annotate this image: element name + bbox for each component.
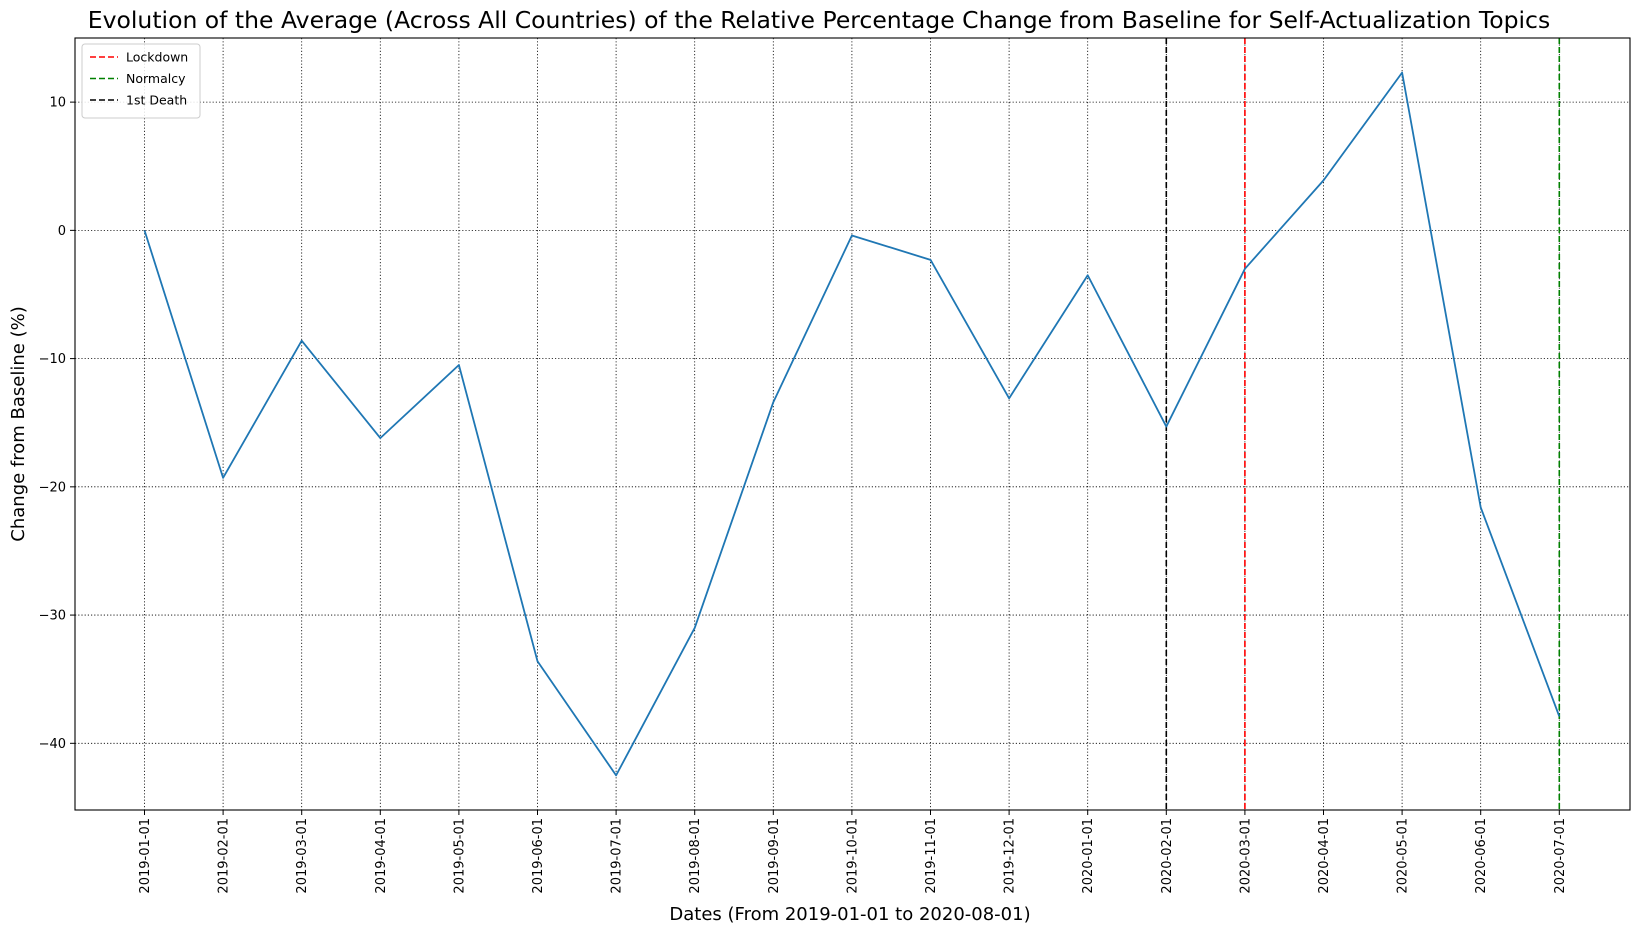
x-tick-label: 2019-10-01 (845, 818, 860, 894)
y-tick-label: −40 (39, 737, 66, 752)
x-tick-label: 2019-09-01 (767, 818, 782, 894)
x-tick-label: 2019-02-01 (217, 818, 232, 894)
x-tick-label: 2019-01-01 (138, 818, 153, 894)
data-series (143, 71, 1561, 777)
legend-label: 1st Death (126, 93, 187, 108)
x-tick-label: 2020-04-01 (1317, 818, 1332, 894)
x-tick-label: 2020-05-01 (1396, 818, 1411, 894)
y-tick-label: 0 (58, 224, 66, 239)
y-tick-label: −20 (39, 480, 66, 495)
legend-label: Lockdown (126, 50, 188, 65)
x-tick-label: 2020-03-01 (1238, 818, 1253, 894)
grid-lines (75, 38, 1630, 810)
legend: Lockdown Normalcy 1st Death (81, 43, 201, 119)
chart-title: Evolution of the Average (Across All Cou… (87, 6, 1551, 34)
x-tick-label: 2019-07-01 (610, 818, 625, 894)
x-tick-label: 2019-08-01 (688, 818, 703, 894)
x-tick-label: 2019-04-01 (374, 818, 389, 894)
x-tick-label: 2019-03-01 (295, 818, 310, 894)
series-line (143, 71, 1561, 777)
plot-frame (74, 37, 1631, 811)
event-lines (1165, 38, 1561, 810)
y-tick-label: 10 (49, 96, 66, 111)
x-tick-label: 2020-01-01 (1081, 818, 1096, 894)
y-axis-label: Change from Baseline (%) (8, 306, 29, 541)
x-tick-label: 2019-06-01 (531, 818, 546, 894)
x-axis-label: Dates (From 2019-01-01 to 2020-08-01) (669, 904, 1030, 925)
x-tick-label: 2019-05-01 (452, 818, 467, 894)
axes: 2019-01-01 2019-02-01 2019-03-01 2019-04-01… (39, 37, 1631, 894)
x-tick-label: 2020-06-01 (1474, 818, 1489, 894)
x-tick-label: 2020-02-01 (1160, 818, 1175, 894)
x-tick-label: 2019-12-01 (1003, 818, 1018, 894)
y-tick-label: −10 (39, 352, 66, 367)
x-tick-label: 2019-11-01 (924, 818, 939, 894)
x-tick-label: 2020-07-01 (1553, 818, 1568, 894)
y-tick-label: −30 (39, 609, 66, 624)
legend-label: Normalcy (126, 71, 186, 86)
